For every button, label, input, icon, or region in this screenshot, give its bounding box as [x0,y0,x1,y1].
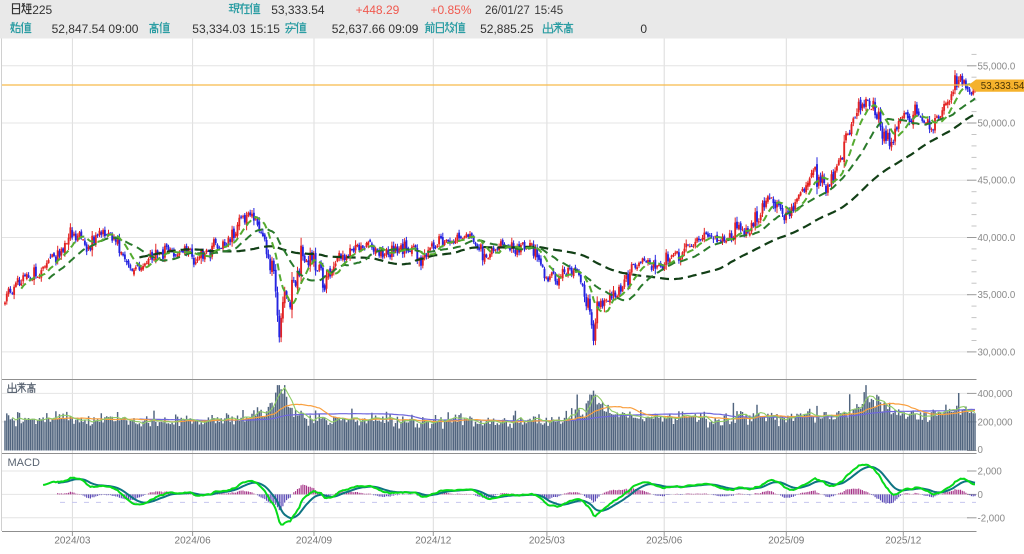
svg-text:0: 0 [978,445,984,456]
svg-text:2024/03: 2024/03 [54,536,91,547]
svg-text:09:09: 09:09 [388,22,418,36]
svg-text:45,000.0: 45,000.0 [978,176,1016,187]
svg-text:55,000.0: 55,000.0 [978,61,1016,72]
svg-text:+448.29: +448.29 [356,3,400,17]
svg-text:52,885.25: 52,885.25 [480,22,534,36]
svg-text:53,333.54: 53,333.54 [981,81,1024,92]
svg-text:400,000: 400,000 [978,389,1014,400]
svg-text:09:00: 09:00 [108,22,138,36]
svg-text:2024/12: 2024/12 [415,536,452,547]
svg-text:0: 0 [640,22,647,36]
svg-text:-2,000: -2,000 [978,513,1006,524]
svg-text:2025/12: 2025/12 [885,536,922,547]
svg-text:50,000.0: 50,000.0 [978,119,1016,130]
svg-text:53,333.54: 53,333.54 [271,3,325,17]
svg-text:53,334.03: 53,334.03 [192,22,246,36]
svg-text:2024/09: 2024/09 [296,536,333,547]
svg-text:2025/06: 2025/06 [646,536,683,547]
svg-text:225: 225 [32,3,52,17]
svg-text:MACD: MACD [8,457,40,469]
svg-text:40,000.0: 40,000.0 [978,233,1016,244]
svg-text:2,000: 2,000 [978,467,1003,478]
svg-text:15:15: 15:15 [250,22,280,36]
svg-text:200,000: 200,000 [978,417,1014,428]
svg-text:35,000.0: 35,000.0 [978,290,1016,301]
svg-text:26/01/27: 26/01/27 [485,5,530,17]
svg-text:2024/06: 2024/06 [175,536,212,547]
svg-text:15:45: 15:45 [534,5,563,17]
svg-text:52,637.66: 52,637.66 [332,22,386,36]
svg-text:52,847.54: 52,847.54 [52,22,106,36]
svg-text:30,000.0: 30,000.0 [978,347,1016,358]
svg-text:2025/09: 2025/09 [768,536,805,547]
svg-text:0: 0 [978,490,984,501]
svg-text:+0.85%: +0.85% [430,3,471,17]
svg-text:2025/03: 2025/03 [529,536,566,547]
